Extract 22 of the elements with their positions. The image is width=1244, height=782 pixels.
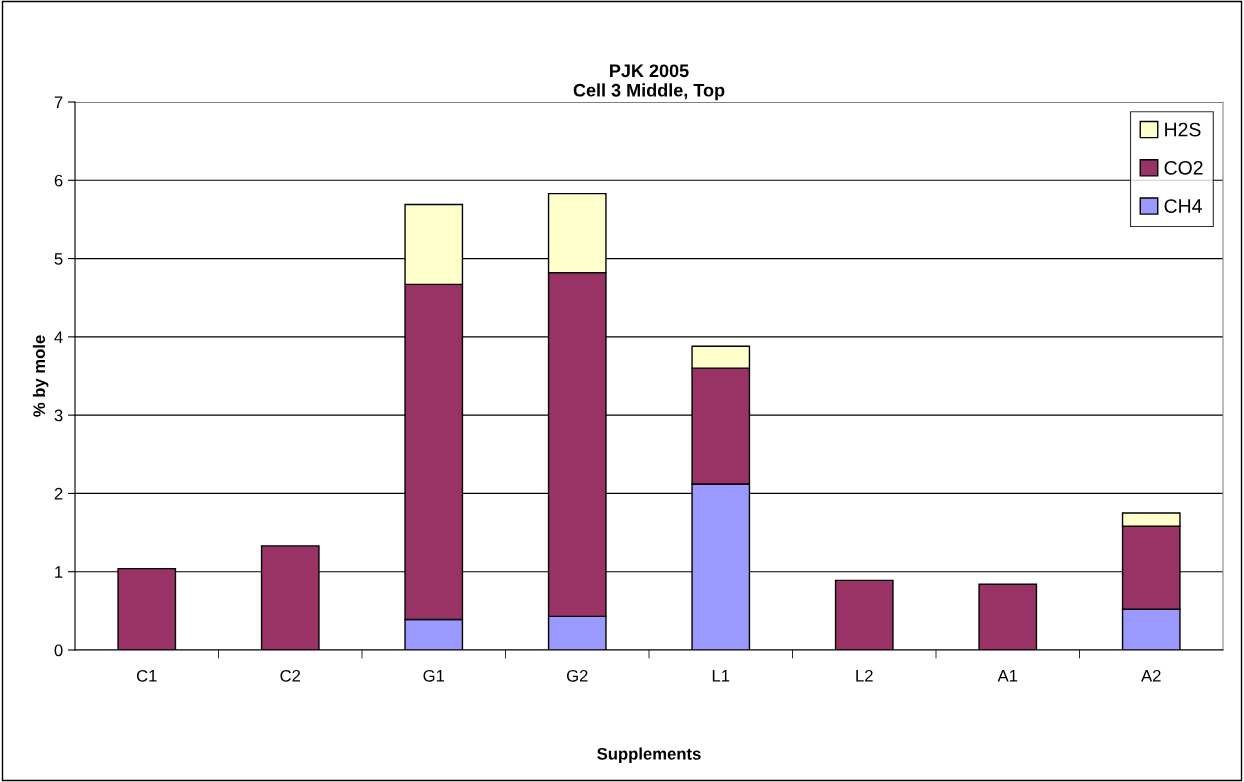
x-tick-label: C2: [280, 669, 301, 682]
x-tick-label: L2: [856, 669, 873, 682]
legend-label: CO2: [1164, 160, 1203, 175]
y-tick-label: 3: [54, 409, 63, 422]
x-tick-label: A1: [997, 670, 1018, 682]
y-tick-label: 2: [54, 487, 63, 500]
x-tick-label: G1: [423, 669, 445, 682]
legend-label: H2S: [1165, 122, 1201, 137]
y-tick-label: 1: [55, 566, 63, 578]
x-tick-label: G2: [566, 669, 588, 682]
x-tick-label: L1: [712, 670, 730, 682]
y-axis-title: % by mole: [32, 335, 49, 417]
y-tick-label: 6: [54, 174, 63, 187]
legend-label: CH4: [1164, 199, 1202, 213]
y-tick-label: 7: [54, 96, 63, 109]
x-axis-title: Supplements: [597, 747, 701, 764]
y-tick-label: 5: [54, 253, 63, 265]
chart-title: PJK 2005 Cell 3 Middle, Top: [573, 64, 725, 101]
x-tick-label: C1: [136, 669, 157, 682]
y-tick-label: 0: [54, 644, 63, 657]
x-tick-label: A2: [1141, 669, 1161, 682]
y-tick-label: 4: [54, 331, 63, 343]
